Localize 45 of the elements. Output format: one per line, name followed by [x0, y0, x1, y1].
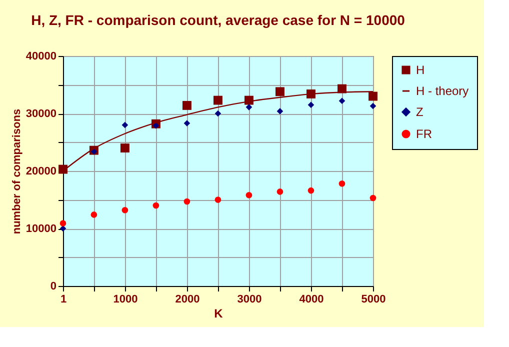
point	[120, 144, 130, 152]
legend-label: H - theory	[416, 84, 469, 98]
point	[152, 122, 160, 129]
point	[368, 92, 378, 101]
point	[246, 104, 252, 110]
point	[338, 180, 346, 187]
x-tick-label: 3000	[237, 294, 262, 306]
point	[60, 225, 66, 232]
point	[370, 102, 376, 110]
point	[122, 206, 128, 214]
point	[276, 188, 284, 195]
point	[246, 192, 252, 198]
point	[184, 198, 190, 205]
point	[90, 148, 98, 155]
point	[60, 220, 66, 226]
y-tick-label: 40000	[26, 50, 56, 62]
point	[182, 100, 192, 110]
y-tick-label: 20000	[26, 166, 56, 178]
point	[152, 202, 160, 209]
point	[370, 194, 376, 202]
y-axis-title: number of comparisons	[10, 108, 23, 234]
x-tick-label: 5000	[361, 294, 386, 306]
point	[90, 212, 98, 218]
legend-label: H	[416, 63, 425, 77]
point	[308, 102, 314, 108]
point	[213, 96, 222, 105]
point	[214, 110, 222, 117]
point	[122, 122, 128, 128]
point	[214, 196, 222, 203]
x-tick-label: 2000	[175, 294, 200, 306]
point	[184, 120, 190, 126]
y-tick-label: 10000	[26, 223, 56, 235]
x-tick-label: 1	[60, 294, 67, 306]
point	[276, 108, 284, 114]
x-tick-label: 1000	[113, 294, 138, 306]
point	[338, 98, 346, 104]
x-tick-label: 4000	[299, 294, 324, 306]
y-tick-label: 30000	[26, 108, 56, 120]
point	[308, 187, 314, 194]
chart-title: H, Z, FR - comparison count, average case for N = 10000	[31, 12, 406, 28]
legend-label: FR	[416, 127, 432, 141]
legend-label: Z	[416, 105, 424, 119]
y-tick-label: 0	[50, 280, 56, 292]
x-axis-title: K	[214, 306, 224, 320]
point	[276, 87, 284, 96]
